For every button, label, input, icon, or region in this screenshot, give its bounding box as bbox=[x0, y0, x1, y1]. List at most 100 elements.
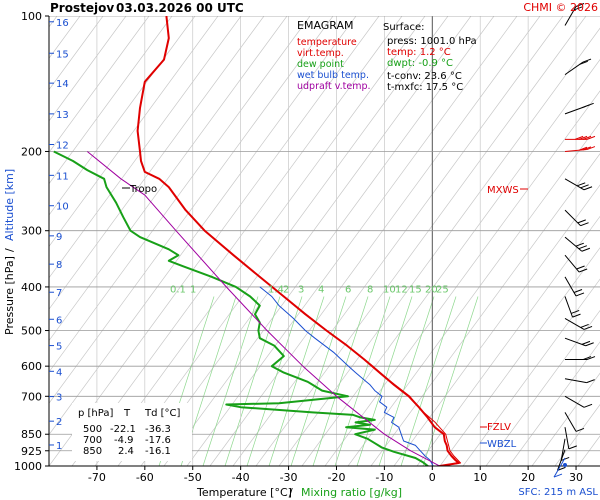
altitude-tick-label: 6 bbox=[56, 315, 62, 326]
wind-barb-flag bbox=[586, 379, 595, 384]
dry-adiabat-line bbox=[49, 16, 357, 436]
dry-adiabat-line bbox=[71, 16, 403, 466]
temperature-tick-label: -50 bbox=[184, 471, 202, 484]
surface-title: Surface: bbox=[383, 22, 424, 33]
wind-barb-flag bbox=[574, 135, 584, 140]
wind-barb-flag bbox=[575, 242, 584, 247]
dry-adiabat-line bbox=[508, 341, 600, 466]
wind-barb-flag bbox=[581, 247, 591, 252]
wind-barb-flag bbox=[561, 456, 570, 461]
dry-adiabat-line bbox=[94, 16, 426, 466]
table-cell-p-850: 850 bbox=[83, 446, 102, 457]
wind-barb-flag bbox=[573, 289, 583, 293]
series-virt-temp bbox=[204, 230, 462, 466]
wind-barb-flag bbox=[580, 184, 589, 189]
temperature-tick-label: 20 bbox=[521, 471, 535, 484]
mixing-ratio-line bbox=[290, 296, 347, 466]
table-cell-t-500: -22.1 bbox=[110, 424, 136, 435]
wind-barb-flag bbox=[583, 325, 593, 330]
table-cell-t-850: 2.4 bbox=[118, 446, 134, 457]
annotations: Tropo MXWS FZLV WBZL bbox=[122, 184, 528, 450]
wind-barb-flag bbox=[572, 313, 581, 318]
wind-barb-flag bbox=[582, 58, 592, 63]
series-layer bbox=[53, 16, 462, 466]
dry-adiabat-line bbox=[531, 372, 600, 466]
temperature-tick-label: 0 bbox=[429, 471, 436, 484]
mixing-ratio-line bbox=[224, 296, 281, 466]
wind-barb-staff bbox=[564, 427, 570, 449]
altitude-tick-label: 4 bbox=[56, 367, 62, 378]
temperature-tick-label: -60 bbox=[136, 471, 154, 484]
dry-adiabat-line bbox=[49, 16, 196, 216]
surface-press: press: 1001.0 hPa bbox=[387, 36, 477, 47]
y-axis-label-altitude: Altitude [km] bbox=[3, 169, 16, 241]
legend-box: EMAGRAM temperature virt.temp. dew point… bbox=[297, 19, 371, 92]
altitude-tick-label: 10 bbox=[56, 202, 69, 213]
wind-barb-flag bbox=[553, 473, 563, 478]
dry-adiabat-line bbox=[140, 16, 472, 466]
wind-barb-flag bbox=[580, 323, 589, 328]
altitude-tick-label: 7 bbox=[56, 288, 62, 299]
dry-adiabat-line bbox=[393, 184, 600, 466]
mixing-ratio-label: 1 bbox=[190, 285, 196, 296]
table-cell-p-700: 700 bbox=[83, 435, 102, 446]
credit-label: CHMI © 2026 bbox=[523, 1, 598, 14]
wind-surface-dot bbox=[563, 463, 567, 468]
mixing-ratio-line bbox=[202, 296, 259, 466]
wind-barb-staff bbox=[564, 296, 573, 318]
dry-adiabat-line bbox=[324, 90, 600, 466]
surface-info: Surface: press: 1001.0 hPa temp: 1.2 °C … bbox=[383, 22, 477, 93]
wind-barb-flag bbox=[568, 445, 577, 450]
mixing-ratio-label: 15 bbox=[409, 285, 422, 296]
surface-tconv: t-conv: 23.6 °C bbox=[387, 71, 462, 82]
pressure-tick-label: 400 bbox=[21, 281, 42, 294]
wind-barb-flag bbox=[577, 219, 586, 224]
wind-barb-flag bbox=[578, 268, 588, 273]
wind-barb-flag bbox=[557, 466, 566, 471]
mixing-ratio-label: 6 bbox=[345, 285, 351, 296]
tropo-label: Tropo bbox=[129, 184, 157, 195]
wind-barb-flag bbox=[579, 60, 588, 65]
mixing-ratio-label: 25 bbox=[436, 285, 449, 296]
dry-adiabat-line bbox=[232, 16, 564, 466]
table-cell-p-500: 500 bbox=[83, 424, 102, 435]
series-udpraft-v-temp bbox=[86, 151, 441, 466]
temperature-tick-label: -70 bbox=[88, 471, 106, 484]
mixing-ratio-line bbox=[268, 296, 325, 466]
wbzl-label: WBZL bbox=[487, 439, 517, 450]
pressure-tick-label: 850 bbox=[21, 428, 42, 441]
wind-barb-staff bbox=[557, 449, 566, 471]
dry-adiabat-line bbox=[163, 16, 495, 466]
dry-adiabat-line bbox=[255, 16, 587, 466]
wind-barb-flag bbox=[577, 182, 586, 187]
wind-barb-flag bbox=[573, 6, 583, 11]
pressure-tick-label: 600 bbox=[21, 360, 42, 373]
dry-adiabat-line bbox=[49, 16, 334, 404]
temperature-tick-label: -10 bbox=[375, 471, 393, 484]
dry-adiabat-line bbox=[370, 153, 600, 466]
altitude-tick-label: 8 bbox=[56, 260, 62, 271]
table-cell-td-700: -17.6 bbox=[145, 435, 171, 446]
legend-item-dew-point: dew point bbox=[297, 59, 344, 70]
y-axis-title: Pressure [hPa] / Altitude [km] bbox=[3, 169, 16, 335]
mixing-ratio-label: 20 bbox=[425, 285, 438, 296]
wind-barb-flag bbox=[583, 403, 593, 408]
dry-adiabat-line bbox=[49, 16, 380, 466]
pressure-tick-label: 925 bbox=[21, 445, 42, 458]
mixing-ratio-label: 12 bbox=[395, 285, 408, 296]
station-name: Prostejov bbox=[50, 1, 114, 15]
wind-barb-flag bbox=[582, 135, 592, 140]
surface-dwpt: dwpt: -0.9 °C bbox=[387, 58, 453, 69]
wind-barbs bbox=[553, 3, 596, 478]
mixing-ratio-line bbox=[334, 296, 391, 466]
level-table-bg bbox=[72, 403, 192, 461]
table-header-td: Td [°C] bbox=[144, 408, 181, 419]
surface-tmxfc: t-mxfc: 17.5 °C bbox=[387, 82, 463, 93]
table-cell-td-500: -36.3 bbox=[145, 424, 171, 435]
wind-barb-flag bbox=[583, 186, 593, 191]
altitude-tick-label: 3 bbox=[56, 393, 62, 404]
series-wet-bulb-temp bbox=[259, 286, 434, 466]
mixing-ratio-label: 1.4 bbox=[268, 285, 284, 296]
wind-barb-flag bbox=[578, 146, 588, 151]
